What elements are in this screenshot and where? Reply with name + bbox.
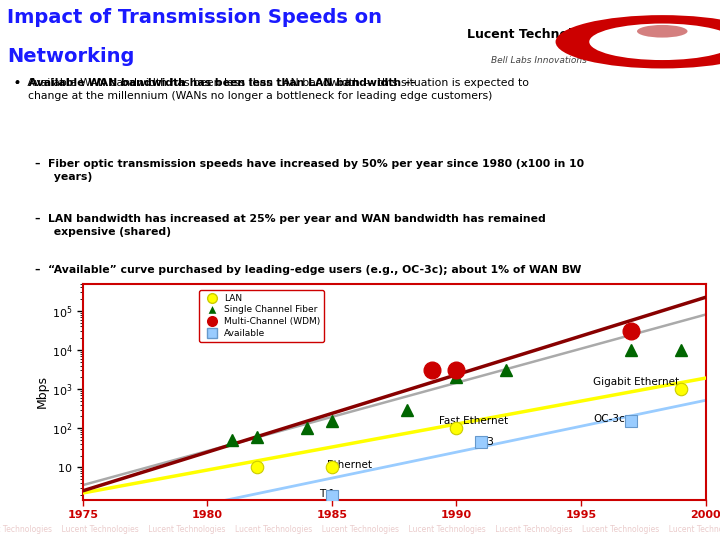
Text: Fast Ethernet: Fast Ethernet [439, 416, 508, 426]
Legend: LAN, Single Channel Fiber, Multi-Channel (WDM), Available: LAN, Single Channel Fiber, Multi-Channel… [199, 290, 324, 341]
Text: Gigabit Ethernet: Gigabit Ethernet [593, 377, 680, 387]
Text: •  Available WAN bandwidth has been less than LAN bandwidth ––: • Available WAN bandwidth has been less … [14, 78, 420, 89]
Text: T3: T3 [482, 437, 494, 447]
Circle shape [556, 15, 720, 69]
Text: –  Fiber optic transmission speeds have increased by 50% per year since 1980 (x1: – Fiber optic transmission speeds have i… [35, 159, 584, 182]
Text: –  LAN bandwidth has increased at 25% per year and WAN bandwidth has remained
  : – LAN bandwidth has increased at 25% per… [35, 214, 546, 237]
Text: Impact of Transmission Speeds on: Impact of Transmission Speeds on [7, 8, 382, 27]
Y-axis label: Mbps: Mbps [36, 375, 49, 408]
Circle shape [589, 24, 720, 60]
Text: –  “Available” curve purchased by leading-edge users (e.g., OC-3c); about 1% of : – “Available” curve purchased by leading… [35, 265, 582, 275]
Text: OC-3c: OC-3c [593, 414, 625, 424]
Text: Lucent Technologies: Lucent Technologies [467, 28, 610, 40]
Text: •  Available WAN bandwidth has been less than LAN bandwidth –– this situation is: • Available WAN bandwidth has been less … [14, 78, 529, 101]
Text: Ethernet: Ethernet [327, 460, 372, 470]
Text: Bell Labs Innovations: Bell Labs Innovations [491, 56, 587, 65]
Text: T 1: T 1 [320, 489, 336, 499]
Text: Networking: Networking [7, 47, 135, 66]
Text: Lucent Technologies    Lucent Technologies    Lucent Technologies    Lucent Tech: Lucent Technologies Lucent Technologies … [0, 525, 720, 534]
Circle shape [637, 25, 688, 38]
